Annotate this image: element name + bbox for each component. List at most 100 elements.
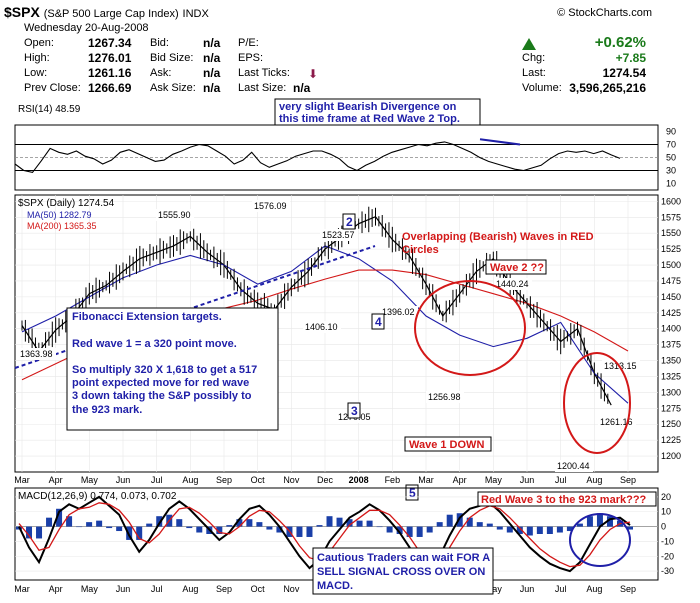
rsi-annotation-text: this time frame at Red Wave 2 Top.	[279, 113, 460, 125]
x-axis-label: Dec	[317, 475, 334, 485]
symbol-title: $SPX (S&P 500 Large Cap Index) INDX	[4, 4, 209, 20]
overlap-annotation: Overlapping (Bearish) Waves in RED	[402, 231, 594, 243]
macd-histogram-bar	[146, 523, 153, 527]
quote-value: n/a	[203, 81, 221, 95]
macd-histogram-bar	[106, 526, 113, 529]
x-axis-label: Jun	[520, 584, 535, 594]
x-axis-label: Feb	[385, 475, 401, 485]
macd-histogram-bar	[396, 526, 403, 534]
wave-label-box	[405, 484, 419, 501]
price-tick-label: 1600	[661, 196, 681, 206]
x-axis-label: May	[81, 475, 99, 485]
source: © StockCharts.com	[557, 7, 652, 19]
macd-histogram-bar	[526, 526, 533, 536]
quote-value: 3,596,265,216	[569, 81, 646, 95]
macd-histogram-bar	[486, 523, 493, 527]
macd-histogram-bar	[156, 516, 163, 527]
quote-value: n/a	[203, 36, 221, 50]
price-tick-label: 1300	[661, 387, 681, 397]
quote-value: n/a	[203, 66, 221, 80]
macd-histogram-bar	[566, 526, 573, 532]
macd-histogram-bar	[436, 522, 443, 527]
quote-value: 1261.16	[88, 66, 132, 80]
quote-label: Bid:	[150, 37, 169, 49]
price-tick-label: 1350	[661, 356, 681, 366]
macd-histogram-bar	[236, 519, 243, 527]
macd-cautious-text: MACD.	[317, 580, 353, 592]
fib-annotation-text: Fibonacci Extension targets.	[72, 311, 222, 323]
quote-label: Prev Close:	[24, 82, 81, 94]
price-label-bg	[252, 200, 290, 212]
macd-tick-label: 20	[661, 492, 671, 502]
price-label: 1396.02	[382, 307, 415, 317]
x-axis-label: Aug	[182, 475, 198, 485]
price-tick-label: 1475	[661, 276, 681, 286]
price-panel-frame	[14, 194, 659, 473]
quote-label: Low:	[24, 67, 48, 79]
quote-label: EPS:	[238, 52, 264, 64]
price-label-bg	[426, 391, 464, 403]
x-axis-label: Jul	[555, 584, 567, 594]
macd-histogram-bar	[96, 520, 103, 527]
quote-label: Last:	[522, 67, 546, 79]
rsi-line	[14, 141, 621, 174]
quote-label: Volume:	[522, 82, 562, 94]
x-axis-label: Apr	[49, 584, 63, 594]
macd-histogram-bar	[376, 526, 383, 528]
up-triangle-icon	[522, 38, 536, 50]
price-tick-label: 1575	[661, 212, 681, 222]
price-label: 1440.24	[496, 279, 529, 289]
x-axis-label: Jun	[116, 475, 131, 485]
x-axis-label: Jul	[555, 475, 567, 485]
price-tick-label: 1450	[661, 292, 681, 302]
price-tick-label: 1325	[661, 371, 681, 381]
macd-tick-label: -10	[661, 536, 674, 546]
x-axis-label: Apr	[453, 475, 467, 485]
x-axis-label: Apr	[49, 475, 63, 485]
index-name: (S&P 500 Large Cap Index)	[43, 8, 179, 20]
quote-label: Last Size:	[238, 82, 287, 94]
rsi-annotation-box	[274, 98, 481, 126]
price-label: 1363.98	[20, 349, 53, 359]
macd-histogram-bar	[176, 519, 183, 527]
macd-histogram-bar	[627, 526, 633, 530]
quote-label: Ask:	[150, 67, 172, 79]
change-pct: +0.62%	[594, 34, 646, 51]
x-axis-label: Oct	[251, 584, 266, 594]
macd-histogram-bar	[336, 517, 343, 527]
price-label-bg	[380, 306, 418, 318]
wave-label-box	[342, 213, 356, 230]
quote-label: Last Ticks:	[238, 67, 290, 79]
price-label: 1576.09	[254, 201, 287, 211]
macd-histogram-bar	[46, 517, 53, 527]
fib-annotation-box	[66, 307, 279, 431]
macd-histogram-bar	[196, 526, 203, 533]
macd-histogram-bar	[186, 526, 193, 529]
macd-histogram-bar	[256, 522, 263, 527]
price-tick-label: 1425	[661, 308, 681, 318]
rsi-tick-label: 90	[666, 127, 676, 137]
quote-value: 1276.01	[88, 51, 132, 65]
macd-histogram-bar	[536, 526, 543, 534]
x-axis-label: Jul	[151, 584, 163, 594]
macd-histogram-bar	[216, 526, 223, 534]
quote-label: Open:	[24, 37, 54, 49]
wave2-label: Wave 2 ??	[490, 262, 544, 274]
rsi-tick-label: 30	[666, 166, 676, 176]
x-axis-label: Nov	[283, 475, 300, 485]
x-axis-label: Aug	[586, 584, 602, 594]
wave-label-box	[371, 313, 385, 330]
wave1-label-box	[404, 436, 492, 452]
macd-wave3-label: Red Wave 3 to the 923 mark???	[481, 494, 647, 506]
quote-value: 1274.54	[602, 66, 646, 80]
price-tick-label: 1525	[661, 244, 681, 254]
macd-histogram-bar	[76, 526, 83, 528]
price-label-bg	[494, 278, 532, 290]
macd-tick-label: 10	[661, 507, 671, 517]
price-label: 1261.16	[600, 417, 633, 427]
wave-label: 4	[375, 315, 382, 329]
price-label-bg	[18, 348, 56, 360]
quote-label: High:	[24, 52, 50, 64]
price-tick-label: 1400	[661, 324, 681, 334]
macd-histogram-bar	[136, 526, 143, 540]
